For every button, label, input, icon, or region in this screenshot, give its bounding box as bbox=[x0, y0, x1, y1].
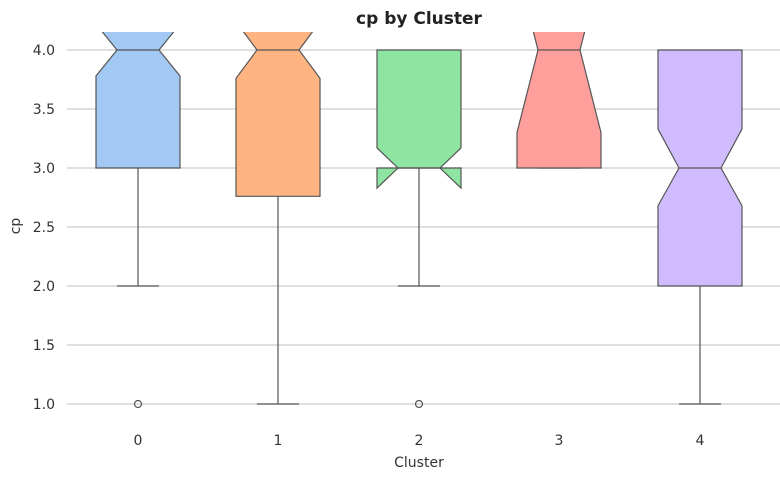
outlier-point bbox=[414, 399, 424, 409]
box-layer bbox=[95, 32, 743, 409]
box-cluster-1 bbox=[235, 32, 321, 405]
box-body bbox=[376, 49, 462, 190]
outlier-point bbox=[133, 399, 143, 409]
y-tick-label: 4.0 bbox=[33, 43, 55, 59]
x-tick-label: 3 bbox=[555, 433, 564, 449]
y-tick-label: 3.0 bbox=[33, 161, 55, 177]
box-body bbox=[235, 32, 321, 197]
x-tick-label: 2 bbox=[415, 433, 424, 449]
y-tick-label: 1.5 bbox=[33, 338, 55, 354]
box-body bbox=[95, 32, 181, 169]
box-cluster-0 bbox=[95, 32, 181, 409]
x-tick-label: 0 bbox=[134, 433, 143, 449]
x-tick-label: 1 bbox=[274, 433, 283, 449]
x-tick-labels: 0 1 2 3 4 bbox=[134, 433, 705, 449]
chart-title: cp by Cluster bbox=[356, 9, 483, 29]
y-tick-label: 2.0 bbox=[33, 279, 55, 295]
x-axis-label: Cluster bbox=[394, 455, 444, 471]
box-cluster-2 bbox=[376, 49, 462, 409]
box-cluster-3 bbox=[516, 32, 602, 169]
y-tick-label: 1.0 bbox=[33, 397, 55, 413]
box-body bbox=[516, 32, 602, 169]
y-tick-label: 2.5 bbox=[33, 220, 55, 236]
y-tick-labels: 1.0 1.5 2.0 2.5 3.0 3.5 4.0 bbox=[33, 43, 55, 413]
y-tick-label: 3.5 bbox=[33, 102, 55, 118]
box-cluster-4 bbox=[657, 49, 743, 405]
x-tick-label: 4 bbox=[696, 433, 705, 449]
y-axis-label: cp bbox=[8, 218, 24, 235]
